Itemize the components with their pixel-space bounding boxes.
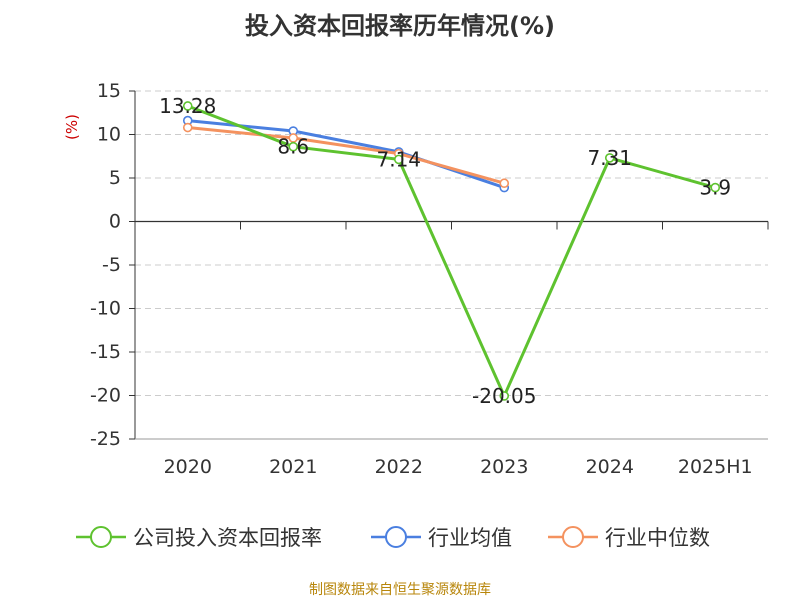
- chart-title: 投入资本回报率历年情况(%): [245, 12, 555, 40]
- data-point: [499, 391, 510, 401]
- data-label: 7.14: [376, 147, 421, 171]
- data-point: [604, 153, 615, 163]
- y-tick-label: -25: [90, 428, 121, 450]
- y-tick-label: -20: [90, 385, 121, 407]
- data-point: [182, 101, 193, 111]
- y-tick-label: 15: [97, 80, 121, 102]
- y-tick-label: -5: [102, 254, 121, 276]
- data-point: [499, 178, 510, 189]
- legend-swatch-marker: [562, 526, 584, 548]
- legend: 公司投入资本回报率 行业均值 行业中位数: [76, 526, 710, 550]
- data-label: 8.6: [277, 135, 309, 159]
- y-tick-label: 5: [109, 167, 121, 189]
- y-tick-label: 0: [109, 211, 121, 233]
- x-tick-label: 2021: [269, 456, 317, 478]
- data-label: 13.28: [159, 94, 216, 118]
- data-point: [182, 122, 193, 133]
- y-tick-label: -10: [90, 298, 121, 320]
- data-label-layer: 13.28 8.6 7.14 -20.05 7.31 3.9: [159, 94, 731, 408]
- data-label: -20.05: [472, 384, 536, 408]
- x-tick-label: 2020: [164, 456, 212, 478]
- legend-label: 行业中位数: [605, 526, 710, 550]
- legend-swatch-marker: [385, 526, 407, 548]
- series-line: [187, 126, 505, 185]
- data-label: 3.9: [699, 176, 731, 200]
- y-tick-label: 10: [97, 124, 121, 146]
- grid-layer: [135, 90, 768, 440]
- series-line: [187, 104, 716, 398]
- data-point: [393, 154, 404, 165]
- legend-label: 公司投入资本回报率: [133, 526, 322, 550]
- x-tick-label: 2025H1: [678, 456, 753, 478]
- x-tick-label: 2024: [586, 456, 634, 478]
- series-layer: [182, 101, 721, 401]
- data-point: [710, 182, 721, 193]
- x-tick-label: 2022: [375, 456, 423, 478]
- data-point: [288, 141, 299, 152]
- source-note: 制图数据来自恒生聚源数据库: [309, 582, 491, 598]
- x-tick-label: 2023: [480, 456, 528, 478]
- data-label: 7.31: [587, 146, 632, 170]
- y-tick-label: -15: [90, 341, 121, 363]
- legend-label: 行业均值: [428, 526, 512, 550]
- axis-layer: 15 10 5 0 -5 -10 -15 -20 -25 (%) 2020 2021 2022 2023 2…: [63, 80, 769, 478]
- legend-swatch-marker: [90, 526, 112, 548]
- y-axis-label: (%): [63, 114, 81, 140]
